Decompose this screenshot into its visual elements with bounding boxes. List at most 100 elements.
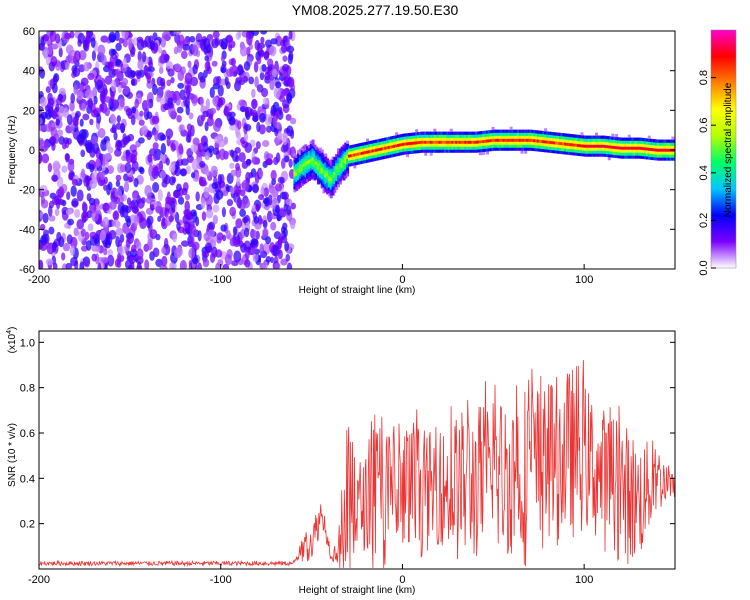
ridge-cell [304, 168, 308, 172]
ridge-cell [431, 140, 435, 144]
noise-cell [52, 109, 57, 119]
heatmap-x-tick-label: 0 [399, 274, 405, 286]
ridge-cell [460, 146, 464, 150]
noise-cell [264, 158, 273, 166]
noise-cell [169, 176, 176, 186]
ridge-cell [669, 145, 673, 149]
ridge-cell [504, 132, 508, 136]
noise-cell [190, 209, 197, 217]
ridge-cell [622, 149, 626, 153]
ridge-cell [576, 146, 580, 150]
ridge-cell [607, 145, 611, 149]
ridge-cell [625, 137, 629, 141]
noise-cell [250, 238, 259, 246]
ridge-cell [638, 152, 642, 156]
ridge-cell [297, 168, 301, 172]
ridge-cell [331, 186, 335, 190]
noise-cell [189, 35, 196, 43]
ridge-cell [504, 135, 508, 139]
ridge-cell [615, 145, 619, 150]
ridge-cell [547, 131, 551, 135]
ridge-cell [311, 145, 315, 149]
ridge-cell [331, 192, 335, 196]
noise-cell [48, 215, 56, 222]
ridge-cell [649, 150, 653, 154]
noise-cell [270, 221, 277, 231]
noise-cell [99, 103, 104, 113]
ridge-cell [627, 140, 631, 144]
ridge-cell [427, 149, 431, 153]
ridge-cell [509, 144, 513, 148]
ridge-cell [567, 151, 571, 155]
ridge-cell [616, 137, 620, 141]
ridge-cell [335, 160, 339, 164]
snr-y-tick-label: 0.2 [20, 519, 35, 531]
ridge-cell [393, 135, 397, 139]
ridge-cell [322, 190, 326, 194]
ridge-cell [362, 151, 366, 155]
ridge-cell [556, 135, 560, 139]
ridge-cell [318, 147, 322, 151]
ridge-cell [386, 140, 390, 144]
ridge-cell [573, 137, 577, 141]
ridge-cell [376, 157, 380, 161]
ridge-cell [580, 147, 584, 151]
noise-cell [285, 114, 292, 121]
ridge-cell [398, 146, 402, 150]
ridge-cell [591, 147, 595, 151]
ridge-cell [640, 137, 644, 142]
ridge-cell [615, 154, 619, 159]
ridge-cell [602, 141, 606, 145]
ridge-cell [449, 137, 453, 141]
ridge-cell [300, 170, 304, 175]
ridge-cell [569, 145, 573, 150]
noise-cell [210, 165, 218, 177]
ridge-cell [367, 147, 371, 151]
ridge-cell [582, 135, 586, 139]
ridge-cell [326, 161, 330, 165]
ridge-cell [320, 170, 324, 174]
ridge-cell [326, 173, 330, 177]
ridge-cell [409, 132, 413, 137]
ridge-cell [306, 149, 310, 153]
noise-cell [72, 67, 81, 77]
ridge-cell [395, 153, 399, 157]
noise-cell [41, 233, 48, 246]
ridge-cell [631, 140, 635, 144]
ridge-cell [656, 157, 660, 161]
ridge-cell [516, 144, 520, 148]
ridge-cell [376, 151, 380, 155]
ridge-cell [524, 147, 528, 151]
noise-cell [242, 216, 249, 224]
ridge-cell [387, 151, 391, 155]
ridge-cell [665, 142, 669, 146]
noise-cell [153, 165, 159, 177]
ridge-cell [302, 160, 306, 164]
ridge-cell [318, 159, 322, 163]
ridge-cell [442, 137, 446, 141]
ridge-cell [516, 138, 520, 142]
ridge-cell [647, 153, 651, 157]
ridge-cell [360, 145, 364, 149]
snr-x-axis-label: Height of straight line (km) [299, 585, 416, 596]
ridge-cell [297, 162, 301, 166]
chart-title: YM08.2025.277.19.50.E30 [291, 2, 459, 18]
noise-cell [58, 47, 63, 58]
ridge-cell [331, 189, 335, 193]
ridge-cell [427, 146, 431, 150]
noise-cell [114, 68, 121, 79]
noise-cell [200, 197, 206, 210]
noise-cell [224, 254, 232, 266]
ridge-cell [664, 142, 668, 146]
ridge-cell [653, 142, 657, 146]
noise-cell [274, 183, 283, 192]
noise-cell [264, 72, 271, 81]
ridge-cell [656, 154, 660, 158]
ridge-cell [455, 137, 459, 141]
noise-cell [225, 229, 231, 240]
ridge-cell [455, 143, 459, 147]
ridge-cell [602, 144, 606, 148]
ridge-cell [306, 163, 310, 168]
noise-cell [143, 64, 148, 77]
ridge-cell [376, 139, 380, 143]
